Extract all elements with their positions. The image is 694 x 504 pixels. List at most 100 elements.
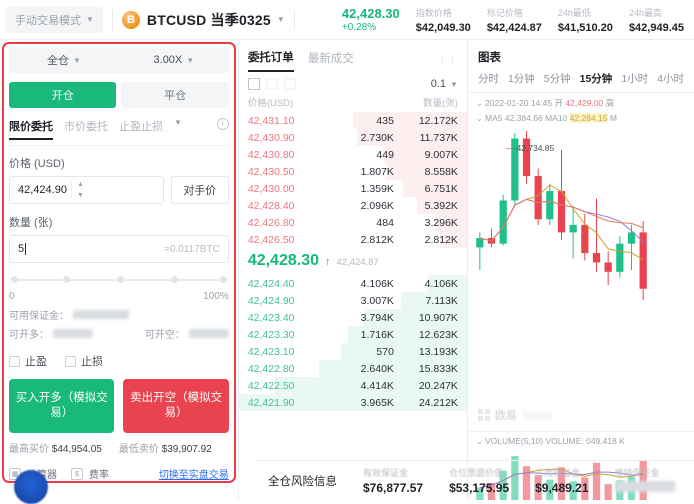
order-form-panel: 全仓 ▼ 3.00X ▼ 开仓 平仓 限价委托 市价委托 止盈止损 ▼ i 价格… <box>0 40 238 504</box>
tab-limit-order[interactable]: 限价委托 <box>9 118 53 140</box>
ma20-label: M <box>609 113 617 123</box>
slider-notch[interactable] <box>11 276 18 283</box>
checkbox-icon[interactable] <box>9 355 20 367</box>
quantity-slider[interactable] <box>11 273 227 287</box>
tab-timeframe-line[interactable]: 分时 <box>477 73 499 85</box>
tab-close-position[interactable]: 平仓 <box>121 82 229 108</box>
ma5-value: 42,384.66 <box>504 113 543 123</box>
orderbook-row[interactable]: 42,424.40 4.106K 4.106K <box>239 275 467 292</box>
leverage-selector[interactable]: 3.00X ▼ <box>119 47 229 73</box>
col-amount-label: 数量(张) <box>423 98 458 109</box>
tab-open-position[interactable]: 开仓 <box>9 82 117 108</box>
stat-value: $42,424.87 <box>486 21 542 34</box>
row-price: 42,430.00 <box>247 182 295 195</box>
candlestick-chart[interactable]: 42,734.85 欧易 <box>468 123 694 431</box>
row-price: 42,431.10 <box>247 114 295 127</box>
stop-order-chevron-down-icon[interactable]: ▼ <box>174 118 182 127</box>
sell-short-button[interactable]: 卖出开空（模拟交易） <box>123 379 229 433</box>
margin-mode-label: 全仓 <box>46 55 69 67</box>
tab-timeframe-4h[interactable]: 4小时 <box>657 73 684 85</box>
orderbook-row[interactable]: 42,430.00 1.359K 6.751K <box>239 180 467 197</box>
orderbook-row[interactable]: 42,421.90 3.965K 24.212K <box>238 394 467 411</box>
orderbook-row[interactable]: 42,430.80 449 9.007K <box>239 146 467 163</box>
slider-notch[interactable] <box>62 276 70 283</box>
tab-stop-order[interactable]: 止盈止损 <box>119 121 163 133</box>
stop-loss-checkbox[interactable]: 止损 <box>65 353 103 369</box>
orderbook-row[interactable]: 42,423.10 570 13.193K <box>239 343 467 360</box>
take-profit-checkbox[interactable]: 止盈 <box>9 353 47 369</box>
can-open-long-label: 可开多： <box>9 330 49 341</box>
tab-recent-trades[interactable]: 最新成交 <box>307 53 354 65</box>
watermark-tag <box>521 410 552 420</box>
row-price: 42,430.80 <box>247 148 295 161</box>
stat-label: 24h最高 <box>628 7 662 18</box>
row-amount: 3.794K <box>360 311 394 324</box>
depth-asks-icon[interactable] <box>283 78 296 90</box>
slider-notch[interactable] <box>219 276 227 283</box>
checkbox-icon[interactable] <box>65 355 76 367</box>
fee-rate-label[interactable]: 费率 <box>89 470 109 481</box>
row-total: 5.392K <box>424 199 458 212</box>
orderbook-controls: 0.1 ▼ <box>239 72 467 93</box>
opposite-price-button[interactable]: 对手价 <box>170 176 229 204</box>
risk-info-bar: 全仓风险信息 有效保证金 $76,877.57 仓位票面价值 $53,175.9… <box>256 460 694 500</box>
risk-value <box>614 481 675 492</box>
orderbook-row[interactable]: 42,430.90 2.730K 11.737K <box>239 129 467 146</box>
tab-market-order[interactable]: 市价委托 <box>64 121 108 133</box>
tab-open-orders[interactable]: 委托订单 <box>247 49 294 72</box>
row-total: 4.106K <box>424 277 458 290</box>
divider <box>111 9 113 30</box>
max-buy-price: 最高买价 $44,954.05 <box>9 440 119 455</box>
stepper-down-icon[interactable]: ▼ <box>76 192 84 199</box>
orderbook-row[interactable]: 42,424.90 3.007K 7.113K <box>239 292 467 309</box>
buy-long-button[interactable]: 买入开多（模拟交易） <box>9 379 115 433</box>
price-input[interactable]: 42,424.90 ▲ ▼ <box>9 176 164 204</box>
orderbook-row[interactable]: 42,422.50 4.414K 20.247K <box>239 377 467 394</box>
row-total: 24.212K <box>418 396 458 409</box>
depth-bids-icon[interactable] <box>265 78 278 90</box>
quantity-input-value: 5 <box>18 243 25 255</box>
collapse-icon-ma[interactable]: ⌄ <box>475 114 483 123</box>
stat-24h-high: 24h最高 $42,949.45 <box>629 6 684 34</box>
risk-value: $76,877.57 <box>363 481 424 495</box>
slider-notch[interactable] <box>116 276 124 283</box>
switch-to-live-link[interactable]: 切换至实盘交易 <box>158 470 229 481</box>
orderbook-row[interactable]: 42,426.50 2.812K 2.812K <box>239 231 467 248</box>
price-change: +0.28% <box>341 22 377 33</box>
info-icon[interactable]: i <box>216 118 229 130</box>
stepper-up-icon[interactable]: ▲ <box>76 181 84 188</box>
row-total: 8.558K <box>424 165 458 178</box>
market-stats: 42,428.30 +0.28% 指数价格 $42,049.30 标记价格 $4… <box>342 6 688 34</box>
bitcoin-icon: B <box>121 10 140 29</box>
row-total: 6.751K <box>424 182 458 195</box>
precision-selector[interactable]: 0.1 ▼ <box>431 78 458 90</box>
margin-mode-selector[interactable]: 全仓 ▼ <box>9 47 119 73</box>
bid-rows: 42,424.40 4.106K 4.106K 42,424.90 3.007K… <box>238 275 467 411</box>
orderbook-row[interactable]: 42,430.50 1.807K 8.558K <box>239 163 467 180</box>
volume-title: VOLUME(5,10) VOLUME: 049.418 K <box>485 436 625 446</box>
tab-timeframe-1m[interactable]: 1分钟 <box>507 73 535 85</box>
orderbook-row[interactable]: 42,423.30 1.716K 12.623K <box>239 326 467 343</box>
orderbook-row[interactable]: 42,423.40 3.794K 10.907K <box>239 309 467 326</box>
orderbook-row[interactable]: 42,422.80 2.640K 15.833K <box>239 360 467 377</box>
volume-collapse-icon[interactable]: ⌄ <box>475 437 483 446</box>
depth-both-icon[interactable] <box>247 78 260 90</box>
tab-timeframe-5m[interactable]: 5分钟 <box>543 73 571 85</box>
quantity-input[interactable]: 5 ≈0.0117BTC <box>9 235 229 263</box>
row-total: 7.113K <box>425 294 458 307</box>
fee-icon[interactable]: $ <box>71 467 83 480</box>
price-stepper[interactable]: ▲ ▼ <box>70 181 89 199</box>
stat-mark-price: 标记价格 $42,424.87 <box>487 6 542 34</box>
chart-datetime: 2022-01-20 14:45 <box>485 98 553 108</box>
tab-timeframe-15m[interactable]: 15分钟 <box>579 73 613 85</box>
tab-timeframe-1h[interactable]: 1小时 <box>621 73 649 85</box>
orderbook-row[interactable]: 42,428.40 2.096K 5.392K <box>239 197 467 214</box>
slider-notch[interactable] <box>170 276 178 283</box>
orderbook-row[interactable]: 42,426.80 484 3.296K <box>239 214 467 231</box>
pair-chevron-down-icon[interactable]: ▼ <box>276 15 285 24</box>
drag-handle-icon[interactable]: ⋮⋮ <box>437 55 458 65</box>
orderbook-row[interactable]: 42,431.10 435 12.172K <box>239 112 467 129</box>
stat-label: 标记价格 <box>486 7 523 18</box>
trading-mode-selector[interactable]: 手动交易模式 ▼ <box>6 6 103 33</box>
collapse-icon[interactable]: ⌄ <box>475 99 483 108</box>
